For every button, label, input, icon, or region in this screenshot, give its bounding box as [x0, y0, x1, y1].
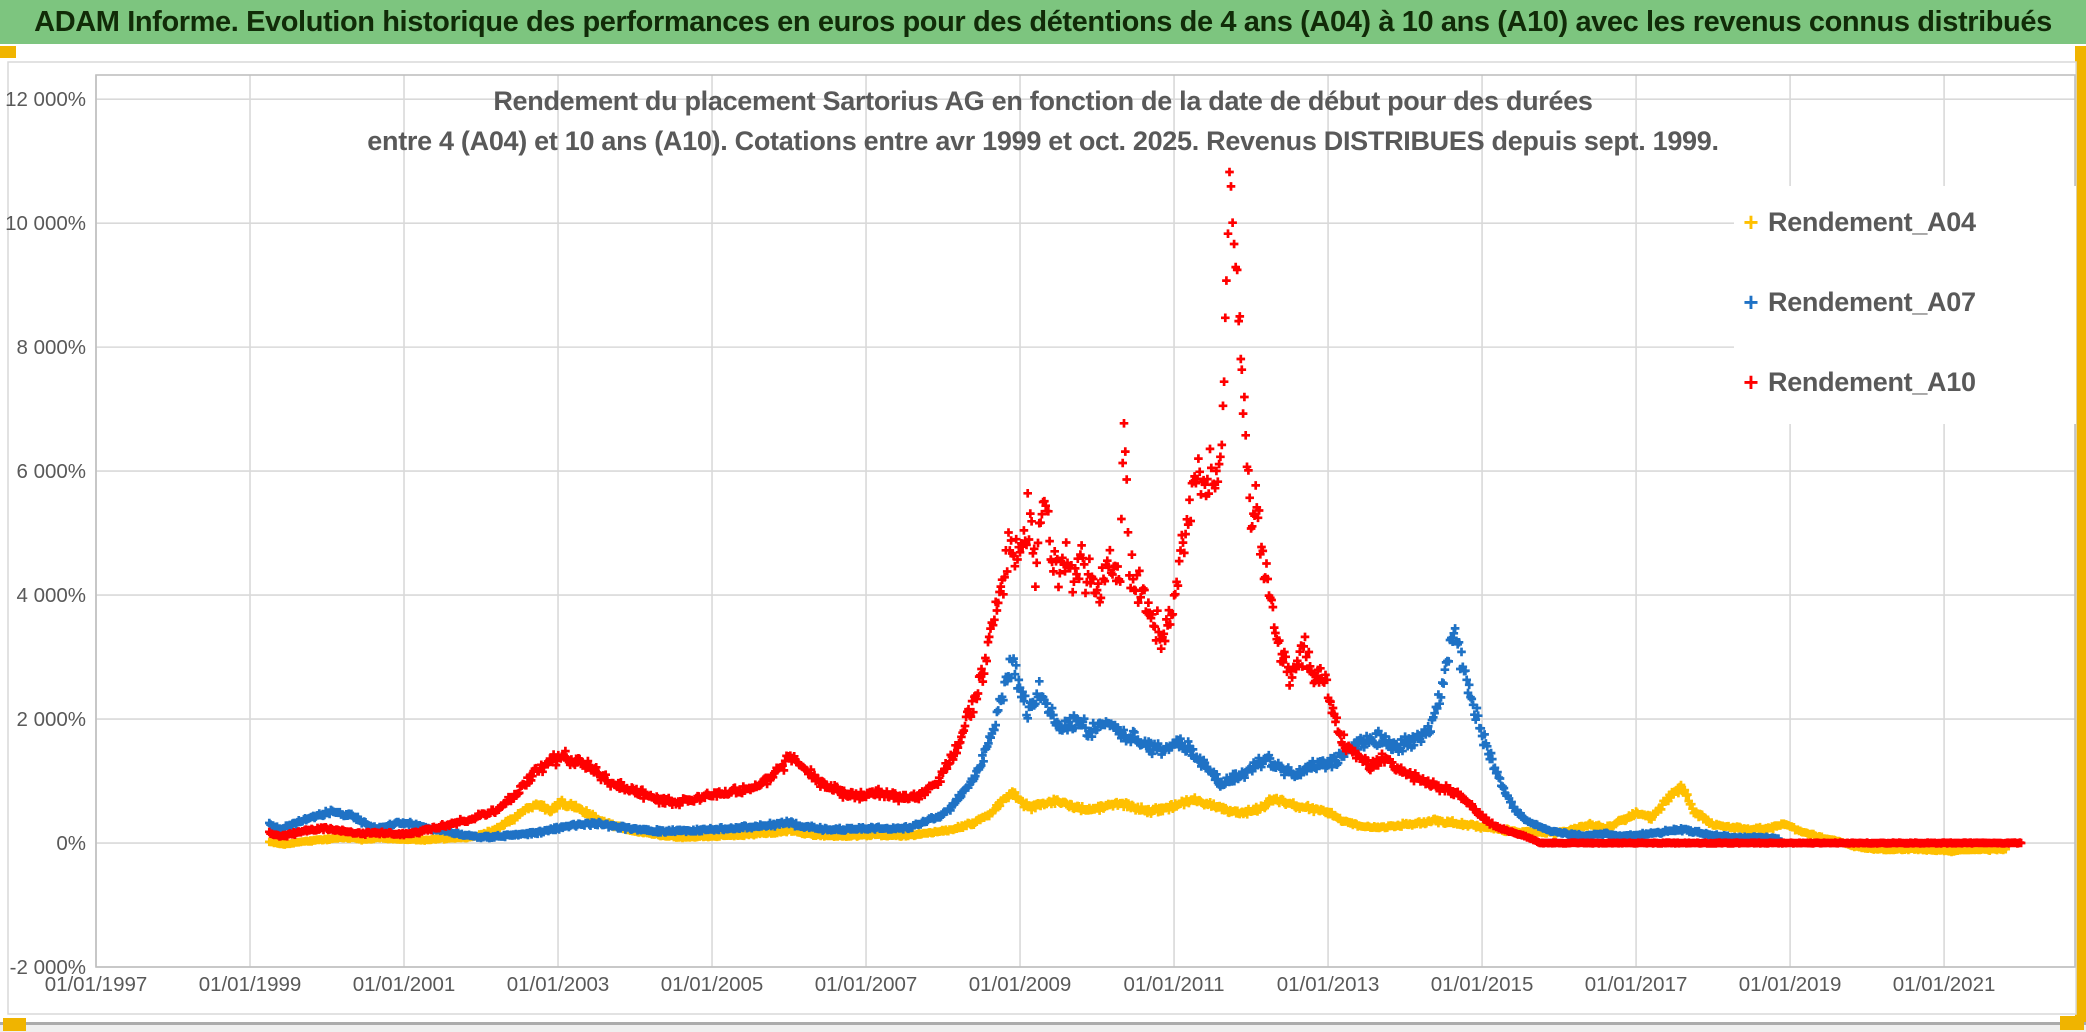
y-tick-label: -2 000%	[10, 956, 86, 979]
page-title: ADAM Informe. Evolution historique des p…	[34, 5, 2052, 38]
y-tick-label: 0%	[56, 832, 86, 855]
legend-marker-icon: +	[1743, 287, 1759, 317]
x-tick-label: 01/01/2013	[1277, 973, 1380, 996]
x-tick-label: 01/01/2005	[661, 973, 764, 996]
sheet-bottom-divider	[0, 1022, 2086, 1025]
sheet-accent-bottom-right	[2060, 1016, 2084, 1030]
x-tick-label: 01/01/2011	[1124, 973, 1225, 996]
chart-title-line2: entre 4 (A04) et 10 ans (A10). Cotations…	[367, 126, 1719, 156]
y-tick-label: 12 000%	[5, 88, 86, 111]
x-tick-label: 01/01/2003	[507, 973, 610, 996]
y-axis-tick-labels: 12 000% 10 000% 8 000% 6 000% 4 000% 2 000% 0%…	[5, 88, 86, 979]
x-tick-label: 01/01/1999	[199, 973, 302, 996]
legend-marker-icon: +	[1743, 207, 1759, 237]
y-tick-label: 4 000%	[16, 584, 86, 607]
series-layer	[265, 167, 2026, 857]
y-tick-label: 6 000%	[16, 460, 86, 483]
chart-title-line1: Rendement du placement Sartorius AG en f…	[493, 86, 1593, 116]
legend-item-rendement_a04[interactable]: + Rendement_A04	[1734, 202, 2076, 242]
x-tick-label: 01/01/2017	[1585, 973, 1688, 996]
sheet-accent-right-strip	[2075, 46, 2086, 1032]
sheet-accent-top-left	[0, 46, 16, 58]
y-tick-label: 2 000%	[16, 708, 86, 731]
x-tick-label: 01/01/1997	[45, 973, 148, 996]
legend-marker-icon: +	[1743, 367, 1759, 397]
legend-item-rendement_a10[interactable]: + Rendement_A10	[1734, 362, 2076, 402]
x-tick-label: 01/01/2021	[1893, 973, 1996, 996]
x-tick-label: 01/01/2007	[815, 973, 918, 996]
chart-frame	[7, 61, 2077, 1015]
sheet-bottom-band	[0, 1025, 2086, 1032]
y-tick-label: 10 000%	[5, 212, 86, 235]
series-rendement_a10	[265, 167, 2026, 848]
legend-item-rendement_a07[interactable]: + Rendement_A07	[1734, 282, 2076, 322]
legend-item-label: Rendement_A04	[1768, 206, 1976, 237]
sheet-accent-bottom-left	[3, 1018, 26, 1031]
x-tick-label: 01/01/2019	[1739, 973, 1842, 996]
header-bar: ADAM Informe. Evolution historique des p…	[0, 0, 2086, 44]
x-tick-label: 01/01/2001	[353, 973, 456, 996]
y-tick-label: 8 000%	[16, 336, 86, 359]
x-tick-label: 01/01/2015	[1431, 973, 1534, 996]
x-tick-label: 01/01/2009	[969, 973, 1072, 996]
legend-item-label: Rendement_A10	[1768, 366, 1976, 397]
legend-item-label: Rendement_A07	[1768, 286, 1976, 317]
x-axis-tick-labels: 01/01/1997 01/01/1999 01/01/2001 01/01/2003…	[45, 973, 1996, 996]
chart-legend: + Rendement_A04 + Rendement_A07 + Rendement_A…	[1734, 186, 2076, 424]
